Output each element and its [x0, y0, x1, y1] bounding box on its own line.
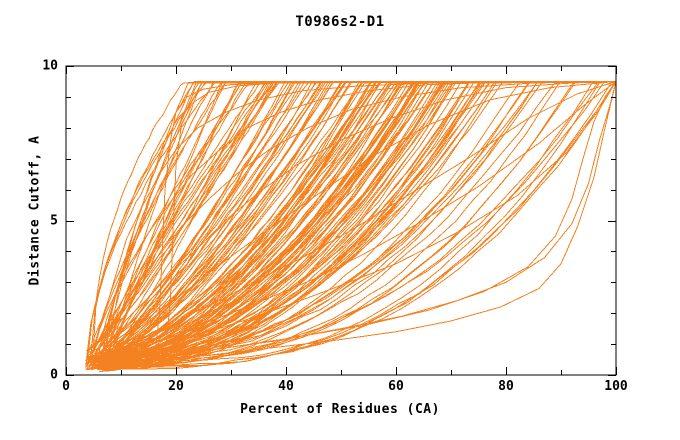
y-tick-label: 5 — [50, 213, 58, 228]
x-tick-label: 60 — [388, 379, 404, 394]
y-tick-label: 10 — [42, 58, 58, 74]
x-tick-label: 100 — [604, 379, 628, 394]
page-title: T0986s2-D1 — [295, 14, 385, 30]
x-axis-label: Percent of Residues (CA) — [240, 402, 440, 417]
x-tick-label: 40 — [278, 379, 294, 394]
y-axis-label: Distance Cutoff, A — [27, 135, 43, 286]
x-tick-label: 0 — [62, 379, 70, 394]
data-curves-group — [84, 80, 616, 373]
x-tick-label: 20 — [168, 379, 184, 394]
x-tick-label: 80 — [498, 379, 514, 394]
axes-group — [65, 65, 617, 376]
y-tick-label: 0 — [50, 367, 58, 383]
